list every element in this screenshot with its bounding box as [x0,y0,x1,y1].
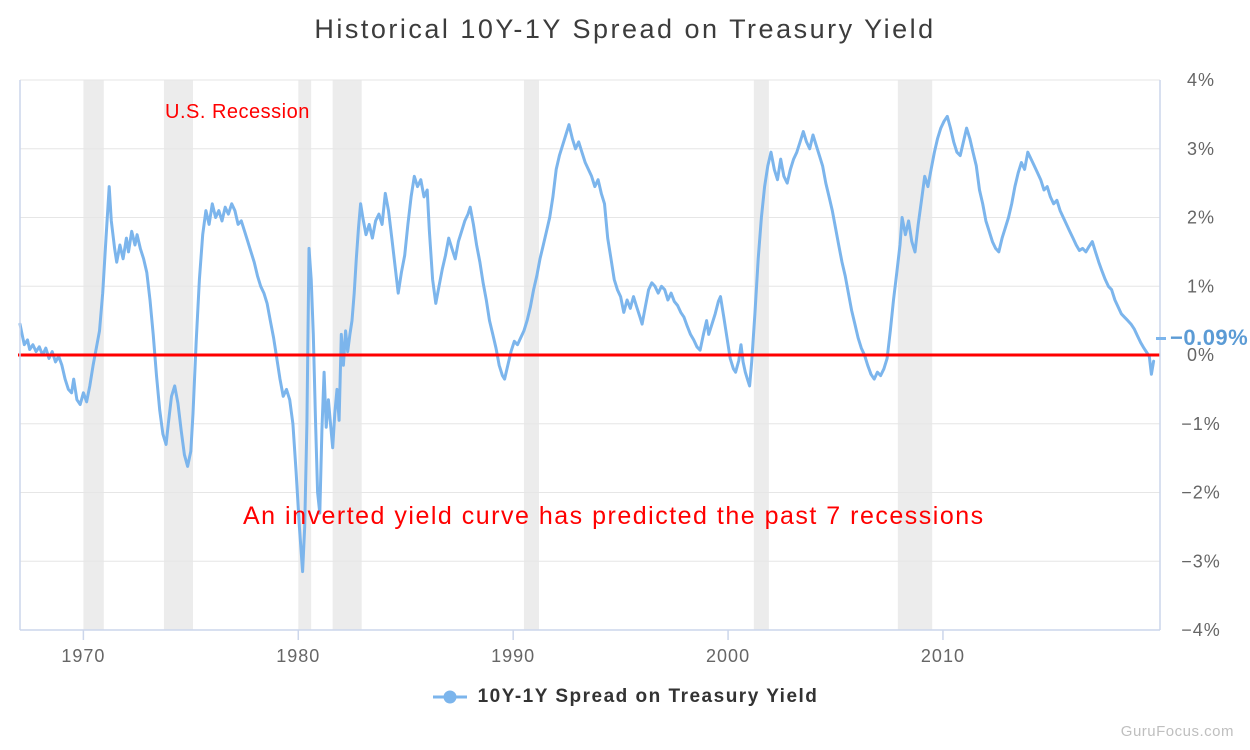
x-tick-label: 1970 [61,646,105,666]
y-tick-label: 3% [1187,139,1215,159]
last-value-pointer [1156,337,1166,340]
y-tick-label: 2% [1187,208,1215,228]
annotation-inverted-yield: An inverted yield curve has predicted th… [243,502,985,530]
y-tick-label: −3% [1181,551,1221,571]
legend-label: 10Y-1Y Spread on Treasury Yield [477,686,819,707]
x-tick-label: 1990 [491,646,535,666]
y-tick-label: 4% [1187,70,1215,90]
legend-item[interactable]: 10Y-1Y Spread on Treasury Yield [0,686,1250,708]
y-tick-label: 1% [1187,276,1215,296]
x-tick-label: 2010 [921,646,965,666]
y-tick-label: 0% [1187,345,1215,365]
annotation-us-recession: U.S. Recession [165,101,310,123]
y-tick-label: −2% [1181,483,1221,503]
series-line-10y-1y-spread[interactable] [18,114,1156,574]
last-value-label: −0.09% [1170,325,1249,350]
watermark: GuruFocus.com [1120,723,1234,740]
legend-marker-icon [432,690,467,704]
x-tick-label: 1980 [276,646,320,666]
y-tick-label: −4% [1181,620,1221,640]
x-tick-label: 2000 [706,646,750,666]
chart-title: Historical 10Y-1Y Spread on Treasury Yie… [314,14,936,44]
y-tick-label: −1% [1181,414,1221,434]
